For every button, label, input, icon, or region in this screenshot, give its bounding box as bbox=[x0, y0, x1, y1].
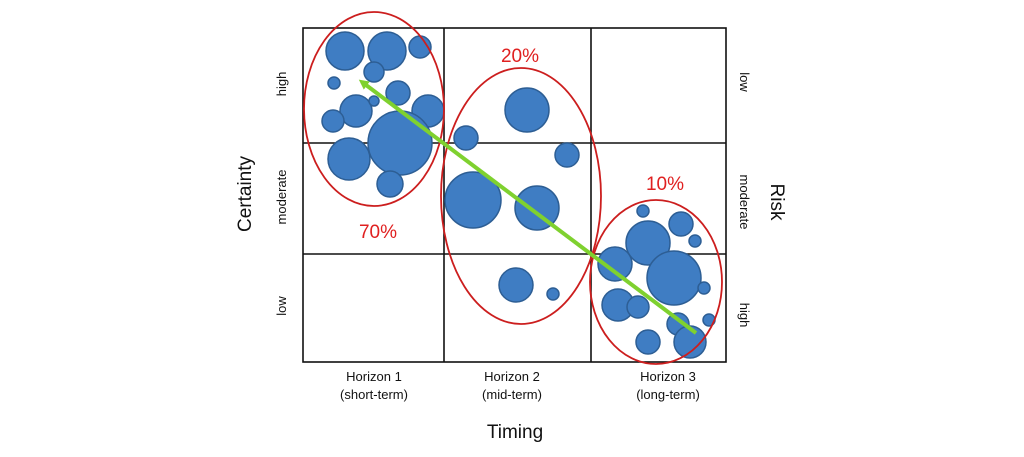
bubble bbox=[367, 110, 433, 176]
column-2-term: (mid-term) bbox=[482, 387, 542, 402]
bubble bbox=[376, 170, 404, 198]
left-level-moderate: moderate bbox=[274, 170, 289, 225]
bubble bbox=[626, 295, 650, 319]
horizon-2-ellipse bbox=[440, 67, 602, 325]
percent-labels: 70% 20% 10% bbox=[359, 46, 684, 243]
bubble bbox=[327, 76, 341, 90]
column-1-name: Horizon 1 bbox=[346, 369, 402, 384]
bubble bbox=[688, 234, 702, 248]
bottom-axis-title: Timing bbox=[487, 422, 543, 443]
bubbles bbox=[321, 31, 716, 359]
bubble bbox=[646, 250, 702, 306]
left-axis-title: Certainty bbox=[235, 155, 256, 232]
group-ellipses bbox=[303, 11, 723, 365]
bubble bbox=[327, 137, 371, 181]
bubble bbox=[498, 267, 534, 303]
bubble bbox=[514, 185, 560, 231]
bubble bbox=[385, 80, 411, 106]
column-3-term: (long-term) bbox=[636, 387, 700, 402]
group-percent-1: 70% bbox=[359, 222, 397, 243]
right-axis: Risk low moderate high bbox=[737, 72, 787, 327]
bottom-axis: Horizon 1 (short-term) Horizon 2 (mid-te… bbox=[340, 369, 700, 443]
column-3-name: Horizon 3 bbox=[640, 369, 696, 384]
bubble bbox=[321, 109, 345, 133]
group-percent-2: 20% bbox=[501, 46, 539, 67]
bubble bbox=[597, 246, 633, 282]
left-level-low: low bbox=[274, 296, 289, 316]
bubble bbox=[635, 329, 661, 355]
column-1-term: (short-term) bbox=[340, 387, 408, 402]
bubble bbox=[339, 94, 373, 128]
horizon-1-ellipse bbox=[303, 11, 445, 207]
bubble bbox=[636, 204, 650, 218]
bubble bbox=[668, 211, 694, 237]
left-axis: Certainty high moderate low bbox=[235, 72, 289, 316]
group-percent-3: 10% bbox=[646, 174, 684, 195]
bubble bbox=[554, 142, 580, 168]
grid-border bbox=[302, 27, 727, 363]
right-level-moderate: moderate bbox=[737, 175, 752, 230]
bubble bbox=[504, 87, 550, 133]
bubble bbox=[367, 31, 407, 71]
bubble bbox=[546, 287, 560, 301]
bubble bbox=[697, 281, 711, 295]
right-level-low: low bbox=[737, 72, 752, 92]
trend-arrow bbox=[358, 79, 698, 335]
right-level-high: high bbox=[737, 303, 752, 328]
horizon-3-ellipse bbox=[589, 199, 723, 365]
bubble bbox=[453, 125, 479, 151]
bubble bbox=[368, 95, 380, 107]
right-axis-title: Risk bbox=[766, 184, 787, 221]
left-level-high: high bbox=[274, 72, 289, 97]
column-2-name: Horizon 2 bbox=[484, 369, 540, 384]
bubble bbox=[363, 61, 385, 83]
bubble bbox=[625, 220, 671, 266]
bubble bbox=[325, 31, 365, 71]
bubble bbox=[444, 171, 502, 229]
